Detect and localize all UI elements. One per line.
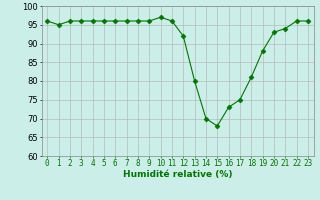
X-axis label: Humidité relative (%): Humidité relative (%) <box>123 170 232 179</box>
